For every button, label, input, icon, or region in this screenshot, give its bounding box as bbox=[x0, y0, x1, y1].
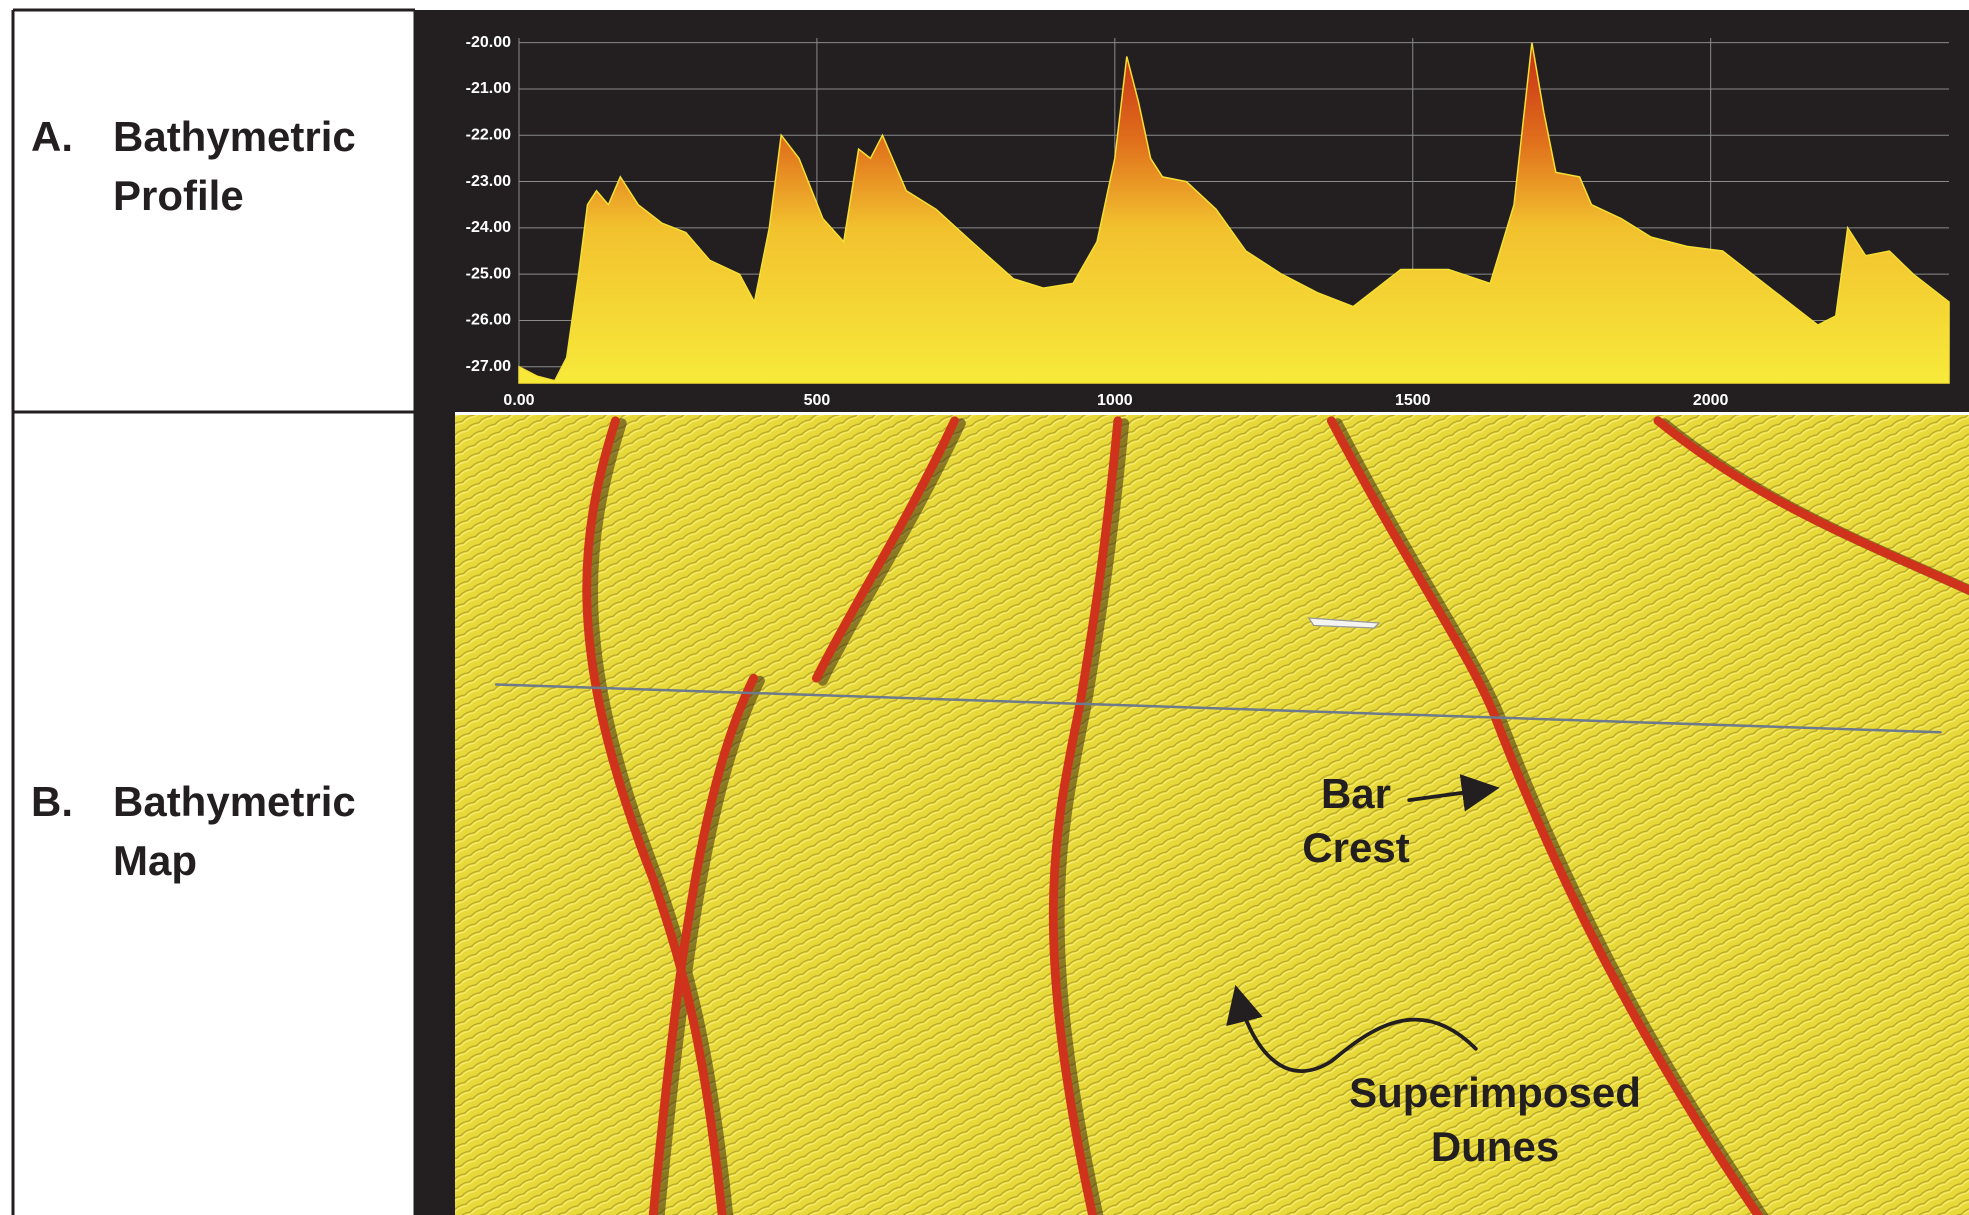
y-tick-label: -21.00 bbox=[466, 80, 511, 97]
panel-title: Bathymetric bbox=[113, 113, 356, 160]
x-tick-label: 1500 bbox=[1395, 392, 1431, 409]
map-annotation: Crest bbox=[1302, 824, 1409, 871]
panel-letter: A. bbox=[31, 113, 73, 160]
panel-letter: B. bbox=[31, 778, 73, 825]
y-tick-label: -20.00 bbox=[466, 34, 511, 51]
y-tick-label: -24.00 bbox=[466, 219, 511, 236]
y-tick-label: -27.00 bbox=[466, 358, 511, 375]
map-border bbox=[415, 412, 455, 1215]
x-tick-label: 0.00 bbox=[503, 392, 534, 409]
panel-title: Profile bbox=[113, 172, 244, 219]
bathymetric-map bbox=[455, 415, 1969, 1215]
y-tick-label: -23.00 bbox=[466, 173, 511, 190]
map-annotation: Superimposed bbox=[1349, 1069, 1641, 1116]
panel-title: Bathymetric bbox=[113, 778, 356, 825]
map-annotation: Dunes bbox=[1431, 1123, 1559, 1170]
x-tick-label: 2000 bbox=[1693, 392, 1729, 409]
panel-title: Map bbox=[113, 837, 197, 884]
figure: A. Bathymetric Profile B. Bathymetric Map Bar C… bbox=[0, 0, 1969, 1215]
y-tick-label: -26.00 bbox=[466, 312, 511, 329]
map-annotation: Bar bbox=[1321, 770, 1391, 817]
y-tick-label: -22.00 bbox=[466, 126, 511, 143]
x-tick-label: 1000 bbox=[1097, 392, 1133, 409]
y-tick-label: -25.00 bbox=[466, 265, 511, 282]
x-tick-label: 500 bbox=[804, 392, 831, 409]
